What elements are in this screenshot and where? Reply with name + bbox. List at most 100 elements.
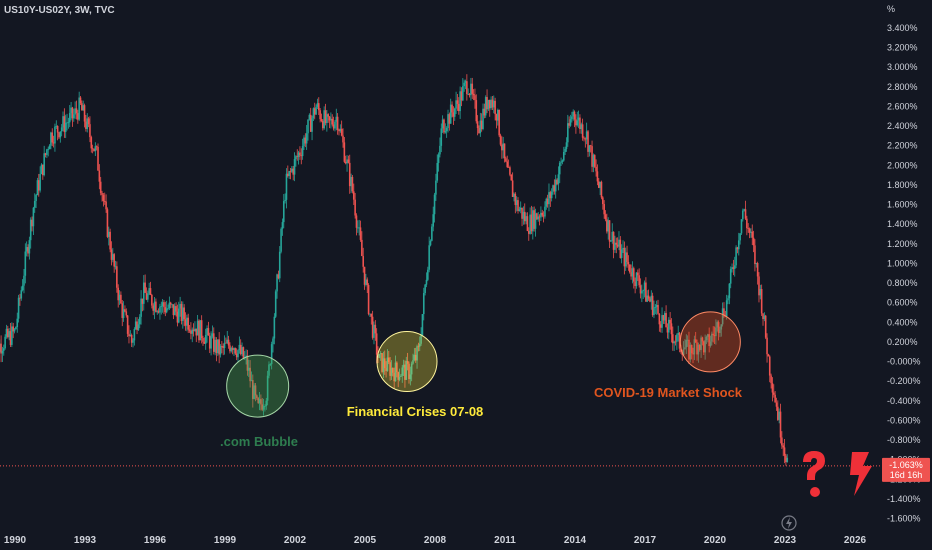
candle bbox=[470, 77, 472, 101]
candle bbox=[624, 247, 627, 271]
candle-body bbox=[237, 350, 239, 358]
candle bbox=[713, 326, 716, 344]
candle bbox=[272, 336, 274, 353]
candle bbox=[269, 363, 272, 367]
candle-body bbox=[580, 124, 583, 129]
candle bbox=[750, 228, 752, 238]
candle bbox=[383, 350, 386, 375]
candle-body bbox=[125, 311, 128, 316]
candle bbox=[77, 109, 79, 124]
y-tick-label: -0.800% bbox=[887, 435, 921, 445]
candle-body bbox=[11, 326, 13, 345]
candle bbox=[567, 114, 569, 147]
candle bbox=[282, 194, 285, 229]
candle bbox=[754, 239, 756, 272]
financial-crisis-highlight bbox=[376, 331, 438, 393]
candle-body bbox=[717, 322, 720, 334]
candle bbox=[361, 231, 363, 257]
candle-body bbox=[523, 211, 526, 222]
candle bbox=[182, 301, 184, 329]
candle-body bbox=[612, 231, 615, 250]
y-tick-label: 2.200% bbox=[887, 141, 918, 151]
candle bbox=[366, 277, 369, 294]
candle-body bbox=[606, 219, 608, 232]
candle-body bbox=[669, 319, 671, 324]
candle bbox=[533, 206, 535, 232]
candle bbox=[344, 155, 347, 165]
candle-body bbox=[17, 297, 20, 319]
candle bbox=[147, 290, 149, 303]
candle-body bbox=[281, 222, 284, 229]
candle bbox=[327, 113, 330, 123]
candle-body bbox=[46, 149, 48, 155]
candle-body bbox=[102, 195, 105, 201]
candle bbox=[751, 224, 754, 246]
candle-body bbox=[99, 181, 102, 193]
candle-body bbox=[398, 376, 401, 380]
candle bbox=[102, 193, 105, 207]
candle bbox=[91, 144, 94, 154]
candle-body bbox=[328, 116, 331, 121]
candle-body bbox=[786, 457, 789, 463]
candle bbox=[518, 206, 521, 212]
candle-body bbox=[324, 110, 327, 124]
candle bbox=[786, 454, 789, 463]
candle-body bbox=[401, 367, 404, 376]
candle-body bbox=[266, 375, 269, 401]
candle-body bbox=[476, 121, 479, 129]
candle-body bbox=[645, 282, 647, 302]
candle bbox=[58, 131, 60, 140]
candle bbox=[110, 241, 113, 266]
candle-body bbox=[245, 355, 247, 357]
candle bbox=[497, 108, 499, 126]
candle-body bbox=[350, 177, 352, 187]
candle bbox=[262, 398, 265, 416]
candle bbox=[588, 145, 591, 157]
time-axis[interactable]: 1990 1993 1996 1999 2002 2005 2008 2011 2014 2017… bbox=[4, 535, 867, 546]
candle bbox=[351, 174, 354, 194]
candle bbox=[370, 313, 373, 325]
candle bbox=[700, 335, 702, 358]
candle bbox=[467, 88, 470, 96]
candle bbox=[530, 205, 533, 235]
candle bbox=[479, 112, 482, 137]
candle bbox=[28, 236, 31, 260]
candle bbox=[352, 183, 355, 205]
candle-body bbox=[91, 148, 94, 150]
candle-body bbox=[550, 191, 553, 199]
candle-body bbox=[12, 326, 15, 332]
candle bbox=[347, 155, 350, 164]
candle-body bbox=[326, 114, 328, 124]
candle bbox=[2, 344, 5, 356]
candle bbox=[113, 252, 115, 273]
candle-body bbox=[85, 121, 87, 129]
candle bbox=[194, 321, 196, 332]
candle-body bbox=[210, 336, 212, 349]
candle bbox=[770, 373, 772, 389]
candle bbox=[288, 170, 290, 180]
annotation-dotcom: .com Bubble bbox=[220, 434, 298, 449]
candle-body bbox=[204, 334, 207, 344]
flash-icon[interactable] bbox=[781, 515, 797, 531]
candle-body bbox=[37, 180, 40, 191]
candle bbox=[619, 236, 622, 259]
y-tick-label: 1.400% bbox=[887, 219, 918, 229]
candle-body bbox=[43, 153, 45, 176]
candle-body bbox=[402, 364, 405, 368]
candle-body bbox=[303, 137, 305, 147]
candle bbox=[649, 296, 651, 303]
candle-body bbox=[771, 383, 774, 393]
candle bbox=[179, 296, 181, 317]
candle bbox=[238, 336, 241, 354]
candle bbox=[55, 120, 58, 129]
candle-body bbox=[370, 313, 373, 317]
candle bbox=[103, 192, 106, 205]
candle-body bbox=[165, 308, 168, 313]
candle-body bbox=[157, 311, 160, 313]
candle bbox=[171, 303, 173, 308]
candle-body bbox=[673, 341, 675, 344]
candle-body bbox=[651, 295, 654, 316]
candle bbox=[402, 359, 405, 376]
candle bbox=[486, 89, 488, 114]
